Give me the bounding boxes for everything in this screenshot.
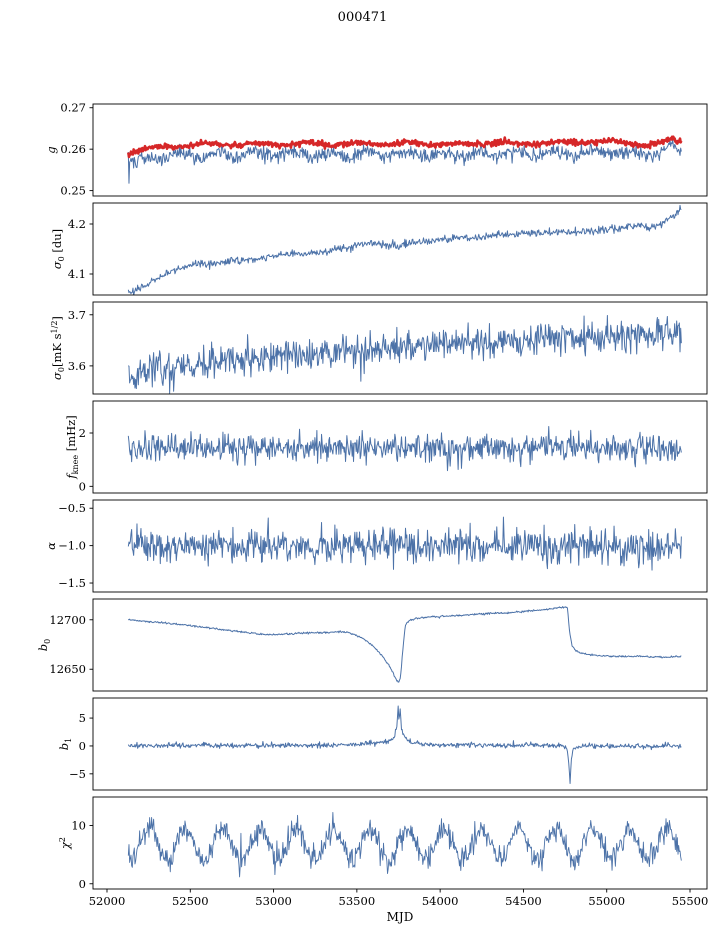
x-tick-label: 53000 (255, 894, 292, 908)
y-tick-label: 0 (79, 877, 86, 891)
y-tick-label: 12650 (49, 662, 86, 676)
panel-sigma0-du-plot-area (127, 204, 682, 295)
panel-sigma0-du-axes (92, 202, 708, 296)
g-smoothed-line (127, 135, 683, 159)
y-tick-label: −0.5 (58, 501, 86, 515)
y-tick-label: 4.2 (68, 217, 86, 231)
y-axis-label-sigma0-mks: σ0[mK s1/2] (50, 316, 66, 380)
x-tick-label: 54500 (505, 894, 542, 908)
x-tick-label: 55000 (588, 894, 625, 908)
y-tick-label: 0 (79, 479, 86, 493)
x-tick-label: 53500 (339, 894, 376, 908)
panel-g-plot-area (127, 135, 683, 184)
panel-b0-axes (92, 598, 708, 692)
y-axis-label-b1: b1 (57, 737, 73, 751)
sigma0-mks-line (127, 315, 682, 394)
sigma0-du-line (127, 204, 682, 295)
panel-alpha-plot-area (127, 516, 682, 571)
y-tick-label: −1.0 (58, 539, 86, 553)
y-axis-label-alpha: α (44, 542, 58, 550)
figure-title: 000471 (337, 10, 388, 25)
y-tick-label: 3.7 (68, 308, 86, 322)
panel-chi2-plot-area (127, 812, 682, 878)
y-tick-label: 3.6 (68, 359, 86, 373)
y-tick-label: 4.1 (68, 267, 86, 281)
panel-b1-axes (92, 697, 708, 791)
panel-b1-plot-area (127, 705, 682, 784)
x-tick-label: 54000 (422, 894, 459, 908)
chi2-line (127, 812, 682, 878)
panel-f-knee-axes (92, 400, 708, 494)
y-tick-label: −5 (69, 767, 86, 781)
panel-b0-plot-area (128, 606, 682, 683)
b1-line (127, 705, 682, 784)
f-knee-line (127, 426, 682, 472)
y-tick-label: 0.27 (60, 101, 86, 115)
x-tick-label: 52000 (89, 894, 126, 908)
g-raw-line (127, 138, 682, 184)
x-axis-label: MJD (386, 910, 414, 924)
y-tick-label: 0.25 (60, 184, 86, 198)
x-tick-label: 52500 (172, 894, 209, 908)
y-tick-label: 2 (79, 426, 86, 440)
y-tick-label: 10 (71, 819, 86, 833)
y-tick-label: 5 (79, 711, 86, 725)
panel-sigma0-mks-axes (92, 301, 708, 395)
y-tick-label: −1.5 (58, 576, 86, 590)
y-axis-label-b0: b0 (36, 638, 52, 652)
panel-f-knee-plot-area (127, 426, 682, 472)
panel-sigma0-mks-plot-area (127, 315, 682, 394)
y-tick-label: 12700 (49, 613, 86, 627)
y-tick-label: 0 (79, 739, 86, 753)
y-axis-label-g: g (44, 146, 58, 154)
b0-line (128, 606, 682, 683)
y-axis-label-sigma0-du: σ0 [du] (50, 228, 66, 270)
panel-chi2-axes (92, 796, 708, 890)
y-tick-label: 0.26 (60, 142, 86, 156)
alpha-line (127, 516, 682, 571)
x-tick-label: 55500 (672, 894, 709, 908)
y-axis-label-f-knee: fknee [mHz] (64, 415, 80, 479)
panel-g-axes (92, 103, 708, 197)
y-axis-label-chi2: χ2 (58, 836, 72, 850)
